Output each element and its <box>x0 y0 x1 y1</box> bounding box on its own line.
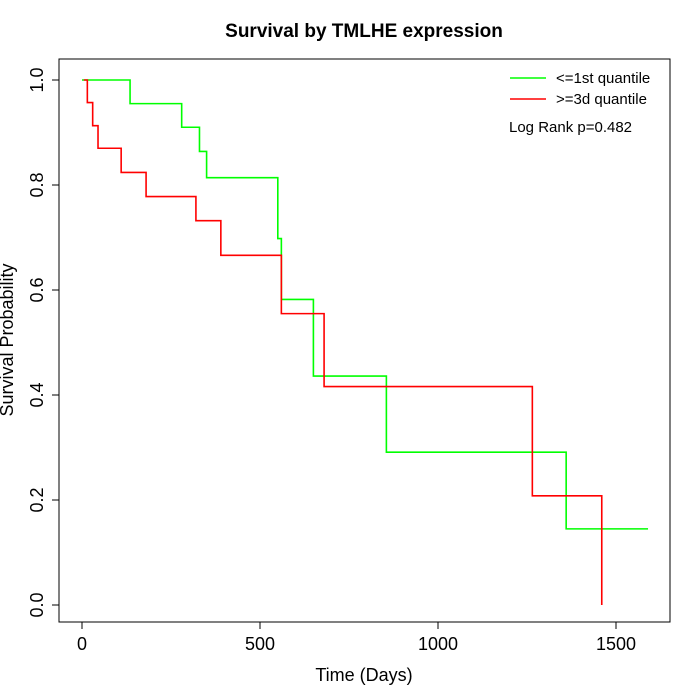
y-tick-label: 0.2 <box>27 487 47 512</box>
plot-frame <box>58 58 671 623</box>
x-axis: 0 500 1000 1500 <box>77 621 636 654</box>
chart-title: Survival by TMLHE expression <box>225 21 503 42</box>
y-tick-label: 0.6 <box>27 277 47 302</box>
series-layer <box>82 79 649 605</box>
y-tick-label: 1.0 <box>27 67 47 92</box>
y-tick-label: 0.0 <box>27 592 47 617</box>
y-tick-label: 0.8 <box>27 172 47 197</box>
series-2-line <box>83 79 603 605</box>
x-tick-label: 500 <box>245 634 275 654</box>
x-tick-label: 1000 <box>418 634 458 654</box>
log-rank-annotation: Log Rank p=0.482 <box>509 119 632 136</box>
series-1-line <box>82 79 649 530</box>
legend-label: >=3d quantile <box>556 91 647 108</box>
x-axis-label: Time (Days) <box>315 665 412 685</box>
y-axis: 0.0 0.2 0.4 0.6 0.8 1.0 <box>27 67 60 618</box>
y-axis-label: Survival Probability <box>0 263 17 416</box>
legend: <=1st quantile >=3d quantile <box>510 70 650 108</box>
x-tick-label: 0 <box>77 634 87 654</box>
legend-label: <=1st quantile <box>556 70 650 87</box>
y-tick-label: 0.4 <box>27 382 47 407</box>
x-tick-label: 1500 <box>596 634 636 654</box>
